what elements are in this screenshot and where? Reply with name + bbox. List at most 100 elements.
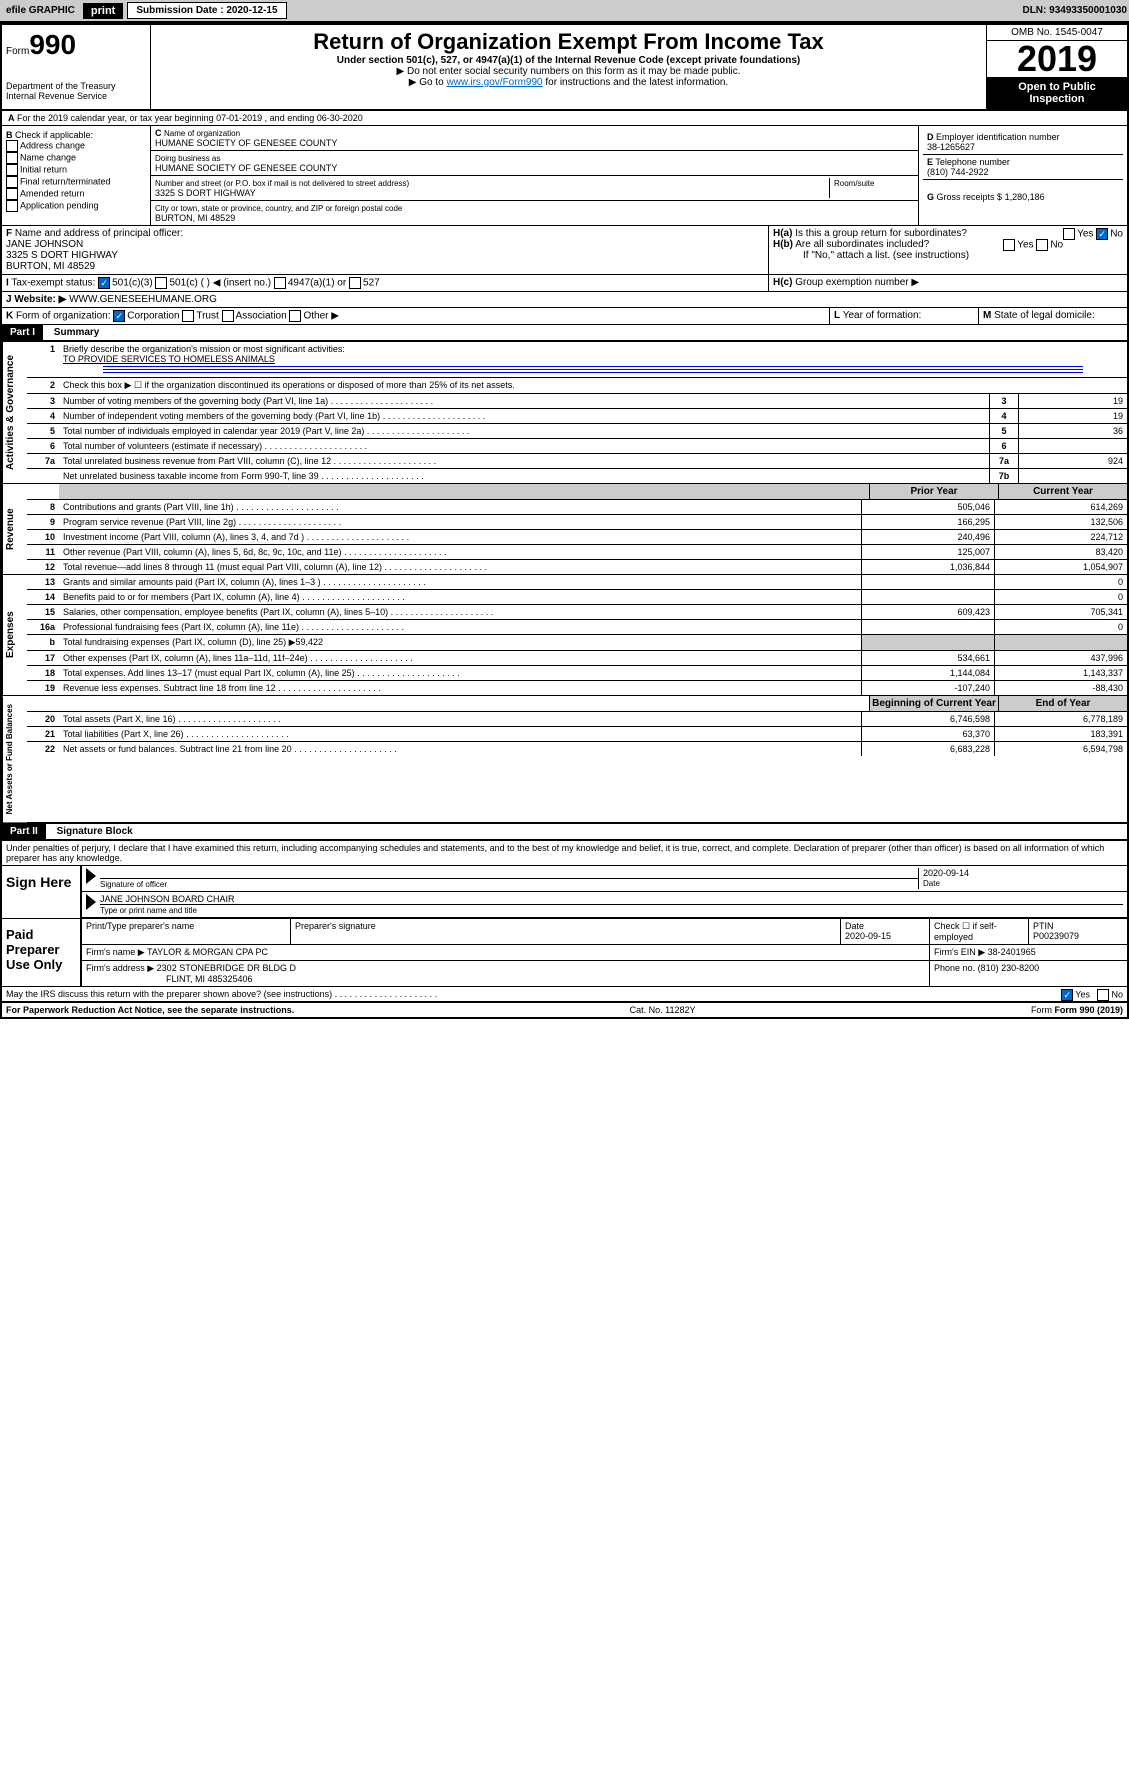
checkbox-other[interactable] xyxy=(289,310,301,322)
checkbox-name-change[interactable] xyxy=(6,152,18,164)
header-center: Return of Organization Exempt From Incom… xyxy=(151,25,986,109)
row-klm: K Form of organization: Corporation Trus… xyxy=(2,308,1127,325)
gross-receipts: 1,280,186 xyxy=(1005,192,1045,202)
header-right: OMB No. 1545-0047 2019 Open to Public In… xyxy=(986,25,1127,109)
vlabel-expenses: Expenses xyxy=(2,575,27,695)
section-a: A For the 2019 calendar year, or tax yea… xyxy=(2,111,1127,126)
table-row: 14Benefits paid to or for members (Part … xyxy=(27,590,1127,605)
ein: 38-1265627 xyxy=(927,142,975,152)
checkbox-assoc[interactable] xyxy=(222,310,234,322)
mission-text: TO PROVIDE SERVICES TO HOMELESS ANIMALS xyxy=(63,354,275,364)
checkbox-ha-no[interactable] xyxy=(1096,228,1108,240)
checkbox-ha-yes[interactable] xyxy=(1063,228,1075,240)
table-row: 17Other expenses (Part IX, column (A), l… xyxy=(27,651,1127,666)
checkbox-discuss-yes[interactable] xyxy=(1061,989,1073,1001)
table-row: 13Grants and similar amounts paid (Part … xyxy=(27,575,1127,590)
dba-name: HUMANE SOCIETY OF GENESEE COUNTY xyxy=(155,163,337,173)
firm-phone: (810) 230-8200 xyxy=(978,963,1040,973)
discuss-row: May the IRS discuss this return with the… xyxy=(2,987,1127,1003)
irs-link[interactable]: www.irs.gov/Form990 xyxy=(446,77,542,88)
org-name: HUMANE SOCIETY OF GENESEE COUNTY xyxy=(155,138,337,148)
firm-name: TAYLOR & MORGAN CPA PC xyxy=(147,947,268,957)
checkbox-527[interactable] xyxy=(349,277,361,289)
officer-name: JANE JOHNSON xyxy=(6,239,83,250)
vlabel-netassets: Net Assets or Fund Balances xyxy=(2,696,27,822)
instruction-1: ▶ Do not enter social security numbers o… xyxy=(155,66,982,77)
table-row: 18Total expenses. Add lines 13–17 (must … xyxy=(27,666,1127,681)
checkbox-address-change[interactable] xyxy=(6,140,18,152)
submission-date: Submission Date : 2020-12-15 xyxy=(127,2,286,19)
checkbox-amended[interactable] xyxy=(6,188,18,200)
preparer-table: Print/Type preparer's namePreparer's sig… xyxy=(82,919,1127,986)
row-i-hc: I Tax-exempt status: 501(c)(3) 501(c) ( … xyxy=(2,275,1127,292)
row-website: J Website: ▶ WWW.GENESEEHUMANE.ORG xyxy=(2,292,1127,308)
box-h: H(a) Is this a group return for subordin… xyxy=(769,226,1127,274)
open-public-badge: Open to Public Inspection xyxy=(987,77,1127,109)
table-row: 12Total revenue—add lines 8 through 11 (… xyxy=(27,560,1127,574)
checkbox-corp[interactable] xyxy=(113,310,125,322)
row-f-h: F Name and address of principal officer:… xyxy=(2,226,1127,275)
table-row: 9Program service revenue (Part VIII, lin… xyxy=(27,515,1127,530)
sign-here-section: Sign Here Signature of officer2020-09-14… xyxy=(2,866,1127,919)
dept-label: Department of the Treasury xyxy=(6,81,146,91)
part2-header: Part II Signature Block xyxy=(2,824,1127,841)
table-row: 4Number of independent voting members of… xyxy=(27,409,1127,424)
revenue-section: Revenue Prior YearCurrent Year 8Contribu… xyxy=(2,484,1127,575)
form-header: Form990 Department of the Treasury Inter… xyxy=(2,25,1127,111)
header-left: Form990 Department of the Treasury Inter… xyxy=(2,25,151,109)
checkbox-discuss-no[interactable] xyxy=(1097,989,1109,1001)
checkbox-501c[interactable] xyxy=(155,277,167,289)
irs-label: Internal Revenue Service xyxy=(6,91,146,101)
form-990: Form990 Department of the Treasury Inter… xyxy=(0,23,1129,1019)
instruction-2: ▶ Go to www.irs.gov/Form990 for instruct… xyxy=(155,77,982,88)
table-row: 11Other revenue (Part VIII, column (A), … xyxy=(27,545,1127,560)
street-address: 3325 S DORT HIGHWAY xyxy=(155,188,256,198)
efile-label: efile GRAPHIC xyxy=(2,5,79,16)
checkbox-hb-yes[interactable] xyxy=(1003,239,1015,251)
table-row: 5Total number of individuals employed in… xyxy=(27,424,1127,439)
table-row: 21Total liabilities (Part X, line 26)63,… xyxy=(27,727,1127,742)
table-row: 6Total number of volunteers (estimate if… xyxy=(27,439,1127,454)
checkbox-hb-no[interactable] xyxy=(1036,239,1048,251)
table-row: bTotal fundraising expenses (Part IX, co… xyxy=(27,635,1127,651)
checkbox-initial-return[interactable] xyxy=(6,164,18,176)
governance-section: Activities & Governance 1Briefly describ… xyxy=(2,342,1127,484)
entity-info: B Check if applicable: Address change Na… xyxy=(2,126,1127,226)
checkbox-trust[interactable] xyxy=(182,310,194,322)
table-row: 20Total assets (Part X, line 16)6,746,59… xyxy=(27,712,1127,727)
vlabel-revenue: Revenue xyxy=(2,484,27,574)
website-url: WWW.GENESEEHUMANE.ORG xyxy=(69,294,217,305)
table-row: 7aTotal unrelated business revenue from … xyxy=(27,454,1127,469)
checkbox-final-return[interactable] xyxy=(6,176,18,188)
netassets-section: Net Assets or Fund Balances Beginning of… xyxy=(2,696,1127,824)
ptin: P00239079 xyxy=(1033,931,1079,941)
arrow-icon xyxy=(86,894,96,910)
box-b: B Check if applicable: Address change Na… xyxy=(2,126,151,225)
form-number: 990 xyxy=(29,29,76,60)
checkbox-501c3[interactable] xyxy=(98,277,110,289)
vlabel-governance: Activities & Governance xyxy=(2,342,27,483)
box-c: C Name of organizationHUMANE SOCIETY OF … xyxy=(151,126,918,225)
checkbox-pending[interactable] xyxy=(6,200,18,212)
table-row: 15Salaries, other compensation, employee… xyxy=(27,605,1127,620)
form-subtitle: Under section 501(c), 527, or 4947(a)(1)… xyxy=(155,55,982,66)
phone: (810) 744-2922 xyxy=(927,167,989,177)
form-footer: For Paperwork Reduction Act Notice, see … xyxy=(2,1003,1127,1017)
firm-address: 2302 STONEBRIDGE DR BLDG D xyxy=(157,963,296,973)
table-row: 22Net assets or fund balances. Subtract … xyxy=(27,742,1127,756)
firm-ein: 38-2401965 xyxy=(988,947,1036,957)
table-row: 19Revenue less expenses. Subtract line 1… xyxy=(27,681,1127,695)
print-button[interactable]: print xyxy=(83,3,123,19)
table-row: 3Number of voting members of the governi… xyxy=(27,394,1127,409)
tax-year: 2019 xyxy=(987,41,1127,77)
table-row: 8Contributions and grants (Part VIII, li… xyxy=(27,500,1127,515)
arrow-icon xyxy=(86,868,96,884)
officer-name-title: JANE JOHNSON BOARD CHAIR xyxy=(100,894,1123,905)
table-row: Net unrelated business taxable income fr… xyxy=(27,469,1127,483)
paid-preparer-section: Paid Preparer Use Only Print/Type prepar… xyxy=(2,919,1127,987)
part1-header: Part I Summary xyxy=(2,325,1127,342)
checkbox-4947[interactable] xyxy=(274,277,286,289)
dln-label: DLN: 93493350001030 xyxy=(1022,5,1127,16)
perjury-declaration: Under penalties of perjury, I declare th… xyxy=(2,841,1127,866)
table-row: 10Investment income (Part VIII, column (… xyxy=(27,530,1127,545)
